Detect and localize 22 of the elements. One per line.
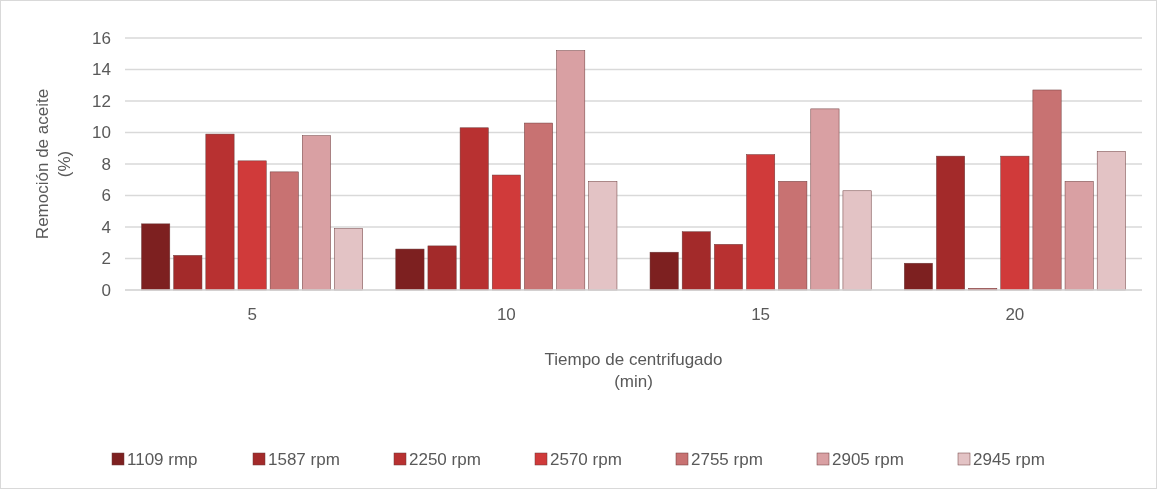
legend-label: 2570 rpm (550, 449, 622, 469)
y-tick-label: 16 (92, 28, 111, 48)
x-tick-label: 20 (1005, 305, 1025, 324)
legend-label: 2250 rpm (409, 449, 481, 469)
legend-label: 2755 rpm (691, 449, 763, 469)
x-tick-label: 10 (496, 305, 516, 324)
y-tick-label: 0 (101, 280, 111, 300)
x-tick-label: 5 (247, 305, 257, 324)
x-tick-label: 15 (751, 305, 771, 324)
y-tick-label: 14 (92, 60, 111, 80)
y-tick-label: 12 (92, 91, 111, 111)
legend-label: 1109 rmp (127, 449, 198, 469)
y-tick-label: 6 (101, 186, 111, 206)
legend-label: 2945 rpm (973, 449, 1045, 469)
legend-label: 2905 rpm (832, 449, 904, 469)
x-axis-title: Tiempo de centrifugado (min) (544, 350, 723, 391)
y-tick-label: 10 (92, 123, 111, 143)
y-tick-label: 2 (101, 249, 111, 269)
y-axis-title: Remoción de aceite (%) (33, 88, 74, 240)
legend-label: 1587 rpm (268, 449, 340, 469)
y-tick-label: 8 (101, 154, 111, 174)
y-tick-label: 4 (101, 217, 111, 237)
